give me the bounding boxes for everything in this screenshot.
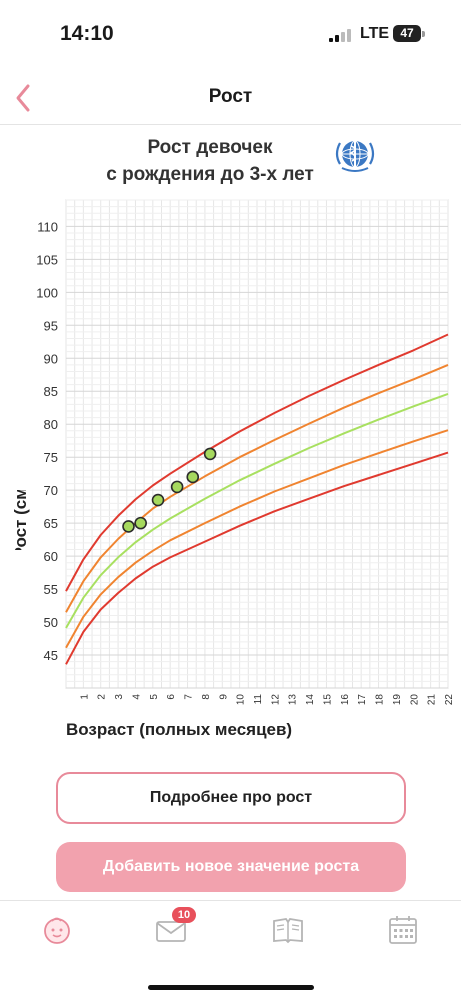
- measurement-point: [134, 516, 147, 530]
- x-tick-label: 7: [184, 694, 195, 700]
- add-height-value-button[interactable]: Добавить новое значение роста: [56, 842, 406, 892]
- x-tick-label: 9: [218, 694, 229, 700]
- x-tick-label: 12: [270, 694, 281, 706]
- x-tick-label: 19: [392, 694, 403, 706]
- x-tick-label: 1: [79, 694, 90, 700]
- y-tick-label: 85: [44, 384, 58, 399]
- y-tick-label: 105: [36, 252, 58, 267]
- percentile-curve-4: [65, 429, 449, 649]
- who-logo-icon: [335, 140, 375, 172]
- status-bar: 14:10 LTE 47: [0, 0, 461, 70]
- calendar-icon[interactable]: [386, 913, 420, 947]
- x-tick-label: 3: [114, 694, 125, 700]
- back-button[interactable]: [8, 74, 44, 118]
- battery-icon: 47: [393, 25, 421, 42]
- percentile-curve-3: [65, 392, 449, 629]
- ylabel-text: Рост (см): [11, 490, 30, 550]
- y-tick-label: 80: [44, 417, 58, 432]
- measurement-point: [151, 493, 165, 507]
- book-icon[interactable]: [271, 913, 305, 947]
- battery-level: 47: [400, 26, 414, 40]
- y-tick-label: 70: [44, 483, 58, 498]
- x-tick-label: 15: [322, 694, 333, 706]
- battery-cap: [422, 31, 425, 37]
- chart-title: Рост девочек с рождения до 3-х лет: [60, 134, 360, 188]
- y-tick-label: 90: [44, 351, 58, 366]
- chart-xlabel: Возраст (полных месяцев): [66, 720, 293, 739]
- network-type: LTE: [360, 25, 390, 42]
- x-tick-label: 20: [409, 694, 420, 706]
- y-tick-label: 65: [44, 516, 58, 531]
- chart-title-line1: Рост девочек: [147, 137, 273, 158]
- y-tick-label: 100: [36, 285, 58, 300]
- percentile-curve-5: [65, 451, 449, 665]
- signal-icon: [329, 28, 351, 42]
- x-tick-label: 11: [253, 694, 264, 705]
- x-tick-label: 17: [357, 694, 368, 706]
- chevron-left-icon: [16, 84, 30, 112]
- measurement-point: [203, 447, 217, 461]
- y-tick-label: 95: [44, 318, 58, 333]
- page-title: Рост: [208, 86, 253, 107]
- tab-bar: [0, 900, 461, 971]
- nav-bar: Рост: [0, 70, 461, 125]
- x-tick-label: 18: [375, 694, 386, 706]
- status-time: 14:10: [60, 22, 114, 45]
- measurement-point: [122, 520, 135, 533]
- envelope-icon[interactable]: [154, 913, 188, 947]
- chart-title-line2: с рождения до 3-х лет: [106, 164, 314, 185]
- x-tick-label: 5: [149, 694, 160, 700]
- x-tick-label: 16: [340, 694, 351, 706]
- y-tick-label: 45: [44, 648, 58, 663]
- y-tick-label: 75: [44, 450, 58, 465]
- y-tick-label: 60: [44, 549, 58, 564]
- messages-badge: 10: [172, 907, 196, 923]
- x-tick-label: 22: [444, 694, 455, 706]
- x-tick-label: 2: [97, 694, 108, 700]
- x-tick-label: 8: [201, 694, 212, 700]
- x-tick-label: 6: [166, 694, 177, 700]
- x-tick-label: 13: [288, 694, 299, 706]
- y-tick-label: 110: [37, 219, 58, 234]
- x-tick-label: 4: [131, 694, 142, 700]
- baby-icon[interactable]: [40, 913, 74, 947]
- more-about-height-button[interactable]: Подробнее про рост: [56, 772, 406, 824]
- x-tick-label: 14: [305, 694, 316, 706]
- measurement-point: [186, 470, 200, 484]
- chart-ylabel: Рост (см): [11, 490, 30, 550]
- home-indicator: [148, 985, 314, 990]
- x-tick-label: 10: [236, 694, 247, 706]
- percentile-curve-2: [65, 363, 449, 613]
- measurement-point: [170, 480, 184, 494]
- x-tick-label: 21: [427, 694, 438, 706]
- y-tick-label: 50: [44, 615, 58, 630]
- y-tick-label: 55: [44, 582, 58, 597]
